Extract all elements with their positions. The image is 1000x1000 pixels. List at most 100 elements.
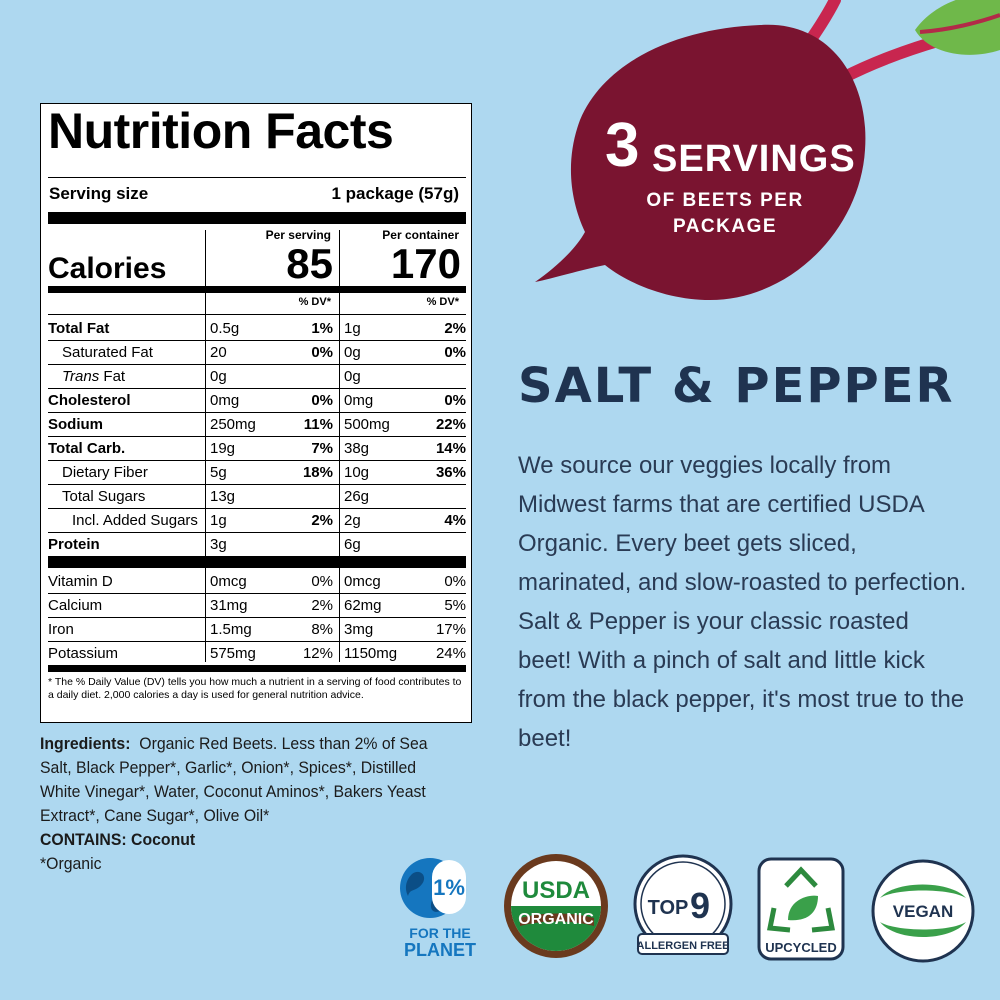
nutrient-name: Total Sugars — [62, 488, 146, 505]
leaf-vein — [919, 13, 1000, 34]
value-serving: 3g — [210, 536, 227, 553]
value-container: 10g — [344, 464, 370, 481]
vegan-text: VEGAN — [893, 902, 953, 921]
recycle-arrow — [811, 907, 835, 933]
medium-rule — [48, 286, 466, 293]
dv-container: 5% — [444, 597, 466, 614]
servings-line1: OF BEETS PER — [646, 190, 804, 211]
dv-serving: 2% — [311, 512, 333, 529]
vegan-leaf-top — [880, 884, 966, 898]
vegan-icon: VEGAN — [871, 859, 975, 963]
dv-header-container: % DV* — [426, 296, 459, 308]
usda-ribbon — [520, 913, 594, 926]
nutrient-name: Cholesterol — [48, 392, 131, 409]
value-serving: 250mg — [210, 416, 256, 433]
per-serving-header: Per serving — [265, 228, 331, 242]
nutrient-row: Total Fat 0.5g 1% 1g 2% — [48, 316, 466, 341]
nutrient-row: Incl. Added Sugars 1g 2% 2g 4% — [48, 508, 466, 533]
contains-statement: CONTAINS: Coconut — [40, 830, 196, 849]
value-serving: 19g — [210, 440, 236, 457]
column-divider — [205, 230, 206, 662]
column-divider — [339, 230, 340, 662]
product-description: We source our veggies locally from Midwe… — [518, 452, 967, 752]
nutrient-row: Vitamin D 0mcg 0% 0mcg 0% — [48, 569, 466, 594]
nutrition-title: Nutrition Facts — [48, 103, 394, 159]
top9-text-a: TOP — [648, 897, 689, 919]
value-container: 26g — [344, 488, 370, 505]
serving-value: 1 package (57g) — [331, 184, 459, 203]
dv-serving: 0% — [311, 344, 333, 361]
nutrient-name: Incl. Added Sugars — [72, 512, 198, 529]
rule — [48, 177, 466, 178]
dv-container: 14% — [435, 440, 466, 457]
value-serving: 5g — [210, 464, 227, 481]
value-serving: 13g — [210, 488, 236, 505]
nutrient-row: Potassium 575mg 12% 1150mg 24% — [48, 641, 466, 665]
upcycled-icon: UPCYCLED — [757, 857, 845, 961]
value-container: 38g — [344, 440, 370, 457]
per-container-header: Per container — [382, 228, 459, 242]
top9-allergen-free-icon: TOP 9 ALLERGEN FREE — [633, 854, 733, 955]
top9-sub: ALLERGEN FREE — [637, 940, 730, 952]
dv-serving: 11% — [303, 416, 333, 433]
trans-suffix: Fat — [99, 368, 126, 385]
nutrient-row: Saturated Fat 20 0% 0g 0% — [48, 340, 466, 365]
vegan-circle — [871, 859, 975, 963]
value-container: 3mg — [344, 621, 374, 638]
nutrient-row: Cholesterol 0mg 0% 0mg 0% — [48, 388, 466, 413]
calories-per-container: 170 — [390, 240, 461, 287]
ingredients-text: Organic Red Beets. Less than 2% of Sea S… — [40, 734, 428, 825]
value-container: 1g — [344, 320, 361, 337]
dv-container: 0% — [444, 573, 466, 590]
value-serving: 575mg — [210, 645, 256, 662]
nutrient-name: Sodium — [48, 416, 103, 433]
value-serving: 20 — [210, 344, 227, 361]
dv-serving: 8% — [311, 621, 333, 638]
servings-word: SERVINGS — [652, 138, 856, 180]
rule — [48, 314, 466, 315]
nutrition-facts-panel: Nutrition Facts Serving size 1 package (… — [40, 103, 472, 723]
calories-label: Calories — [48, 252, 167, 285]
calories-per-serving: 85 — [286, 240, 333, 287]
nutrient-name: Total Carb. — [48, 440, 126, 457]
serving-label: Serving size — [49, 184, 149, 203]
nutrient-name: Potassium — [48, 645, 119, 662]
nutrient-name: Trans Fat — [62, 368, 125, 385]
value-serving: 0.5g — [210, 320, 240, 337]
dv-container: 17% — [435, 621, 466, 638]
dv-serving: 1% — [311, 320, 333, 337]
planet-percent: 1% — [433, 875, 465, 900]
dv-serving: 7% — [311, 440, 333, 457]
usda-bottom-text: ORGANIC — [518, 911, 594, 928]
value-serving: 1g — [210, 512, 227, 529]
value-container: 500mg — [344, 416, 390, 433]
nutrient-row: Sodium 250mg 11% 500mg 22% — [48, 412, 466, 437]
servings-subtitle: OF BEETS PER PACKAGE — [625, 188, 825, 240]
servings-number: 3 — [605, 111, 640, 180]
value-container: 62mg — [344, 597, 382, 614]
nutrient-row: Calcium 31mg 2% 62mg 5% — [48, 593, 466, 618]
percent-pill — [432, 860, 466, 914]
beet-illustration — [535, 0, 1000, 300]
nutrient-row: Protein 3g 6g — [48, 532, 466, 556]
dv-container: 36% — [435, 464, 466, 481]
dv-container: 22% — [435, 416, 466, 433]
recycle-arrow — [784, 866, 818, 888]
top9-banner — [637, 933, 729, 955]
value-serving: 0mg — [210, 392, 240, 409]
planet-line2: PLANET — [404, 940, 476, 960]
nutrient-name: Dietary Fiber — [62, 464, 148, 481]
value-serving: 0mcg — [210, 573, 247, 590]
vegan-leaf-bottom — [880, 922, 966, 937]
value-container: 0g — [344, 344, 361, 361]
nutrient-name: Protein — [48, 536, 100, 553]
nutrient-row: Iron 1.5mg 8% 3mg 17% — [48, 617, 466, 642]
nutrient-row: Total Sugars 13g 26g — [48, 484, 466, 509]
value-container: 0mg — [344, 392, 374, 409]
dv-container: 0% — [444, 392, 466, 409]
planet-land — [405, 871, 425, 896]
nutrient-name: Iron — [48, 621, 74, 638]
nutrient-name: Saturated Fat — [62, 344, 153, 361]
ingredients-label: Ingredients: — [40, 734, 131, 753]
usda-organic-icon: USDA ORGANIC — [504, 854, 608, 958]
